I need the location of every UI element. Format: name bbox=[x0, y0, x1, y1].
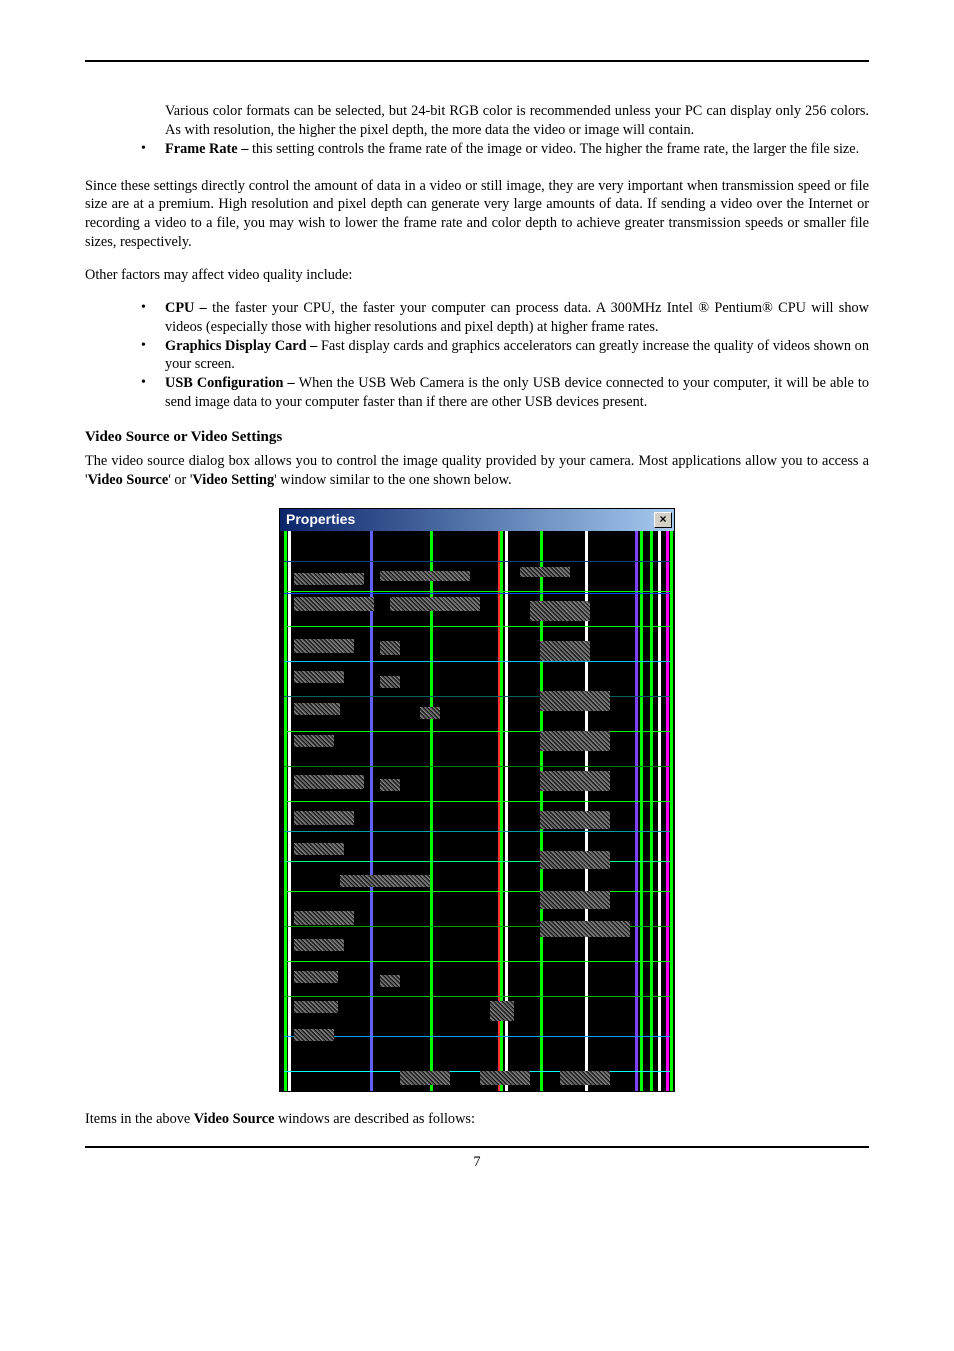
bullet-frame-rate: Frame Rate – this setting controls the f… bbox=[141, 140, 869, 159]
glitch-horizontal-line bbox=[284, 626, 670, 627]
glitch-noise-block bbox=[540, 641, 590, 661]
glitch-noise-block bbox=[294, 775, 364, 789]
glitch-horizontal-line bbox=[284, 766, 670, 767]
glitch-noise-block bbox=[540, 921, 630, 937]
glitch-noise-block bbox=[490, 1001, 514, 1021]
vs-text-b: Video Source bbox=[88, 472, 169, 488]
pixel-depth-continuation: Various color formats can be selected, b… bbox=[85, 102, 869, 140]
glitch-horizontal-line bbox=[284, 801, 670, 802]
glitch-noise-block bbox=[294, 939, 344, 951]
glitch-horizontal-line bbox=[284, 996, 670, 997]
glitch-noise-block bbox=[540, 731, 610, 751]
glitch-horizontal-line bbox=[284, 961, 670, 962]
bullet-cpu: CPU – the faster your CPU, the faster yo… bbox=[141, 299, 869, 337]
glitch-vertical-line bbox=[658, 531, 661, 1091]
glitch-noise-block bbox=[340, 875, 430, 887]
glitch-horizontal-line bbox=[284, 1036, 670, 1037]
glitch-noise-block bbox=[400, 1071, 450, 1085]
properties-dialog: Properties × bbox=[279, 508, 675, 1092]
glitch-vertical-line bbox=[666, 531, 669, 1091]
glitch-horizontal-line bbox=[284, 593, 670, 594]
other-factors-paragraph: Other factors may affect video quality i… bbox=[85, 266, 869, 285]
items-text-b: Video Source bbox=[194, 1111, 275, 1127]
items-text-c: windows are described as follows: bbox=[274, 1111, 475, 1127]
close-icon[interactable]: × bbox=[654, 512, 672, 528]
glitch-noise-block bbox=[380, 676, 400, 688]
dialog-body bbox=[280, 531, 674, 1091]
page-number: 7 bbox=[85, 1154, 869, 1201]
glitch-vertical-line bbox=[640, 531, 643, 1091]
bullet-usb: USB Configuration – When the USB Web Cam… bbox=[141, 374, 869, 412]
glitch-horizontal-line bbox=[284, 661, 670, 662]
glitch-noise-block bbox=[294, 735, 334, 747]
items-paragraph: Items in the above Video Source windows … bbox=[85, 1110, 869, 1129]
glitch-horizontal-line bbox=[284, 731, 670, 732]
glitch-noise-block bbox=[540, 811, 610, 829]
dialog-titlebar[interactable]: Properties × bbox=[280, 509, 674, 531]
vs-text-d: Video Setting bbox=[192, 472, 274, 488]
glitch-vertical-line bbox=[430, 531, 433, 1091]
glitch-horizontal-line bbox=[284, 891, 670, 892]
video-source-heading: Video Source or Video Settings bbox=[85, 428, 869, 448]
glitch-noise-block bbox=[560, 1071, 610, 1085]
items-text-a: Items in the above bbox=[85, 1111, 194, 1127]
frame-rate-label: Frame Rate – bbox=[165, 141, 252, 157]
glitch-noise-block bbox=[294, 811, 354, 825]
glitch-noise-block bbox=[294, 671, 344, 683]
glitch-noise-block bbox=[540, 771, 610, 791]
graphics-label: Graphics Display Card – bbox=[165, 338, 321, 354]
vs-text-e: ' window similar to the one shown below. bbox=[274, 472, 512, 488]
glitch-noise-block bbox=[540, 851, 610, 869]
glitch-horizontal-line bbox=[284, 591, 670, 592]
glitch-noise-block bbox=[420, 707, 440, 719]
glitch-horizontal-line bbox=[284, 831, 670, 832]
bottom-rule bbox=[85, 1146, 869, 1148]
glitch-noise-block bbox=[520, 567, 570, 577]
frame-rate-text: this setting controls the frame rate of … bbox=[252, 141, 859, 157]
glitch-noise-block bbox=[294, 703, 340, 715]
cpu-label: CPU – bbox=[165, 300, 212, 316]
glitch-noise-block bbox=[294, 843, 344, 855]
glitch-horizontal-line bbox=[284, 696, 670, 697]
glitch-noise-block bbox=[380, 571, 470, 581]
glitch-vertical-line bbox=[288, 531, 291, 1091]
vs-text-c: ' or ' bbox=[168, 472, 192, 488]
glitch-noise-block bbox=[294, 573, 364, 585]
glitch-noise-block bbox=[294, 1001, 338, 1013]
glitch-noise-block bbox=[294, 597, 374, 611]
glitch-noise-block bbox=[380, 975, 400, 987]
glitch-noise-block bbox=[294, 971, 338, 983]
top-rule bbox=[85, 60, 869, 62]
glitch-horizontal-line bbox=[284, 1071, 670, 1072]
glitch-noise-block bbox=[390, 597, 480, 611]
glitch-vertical-line bbox=[650, 531, 653, 1091]
glitch-noise-block bbox=[540, 891, 610, 909]
settings-paragraph: Since these settings directly control th… bbox=[85, 177, 869, 252]
glitch-noise-block bbox=[294, 639, 354, 653]
video-source-paragraph: The video source dialog box allows you t… bbox=[85, 452, 869, 490]
glitch-horizontal-line bbox=[284, 561, 670, 562]
glitch-noise-block bbox=[530, 601, 590, 621]
glitch-noise-block bbox=[480, 1071, 530, 1085]
cpu-text: the faster your CPU, the faster your com… bbox=[165, 300, 869, 335]
glitch-noise-block bbox=[380, 779, 400, 791]
bullet-graphics: Graphics Display Card – Fast display car… bbox=[141, 337, 869, 375]
usb-label: USB Configuration – bbox=[165, 375, 299, 391]
glitch-vertical-line bbox=[370, 531, 373, 1091]
glitch-noise-block bbox=[540, 691, 610, 711]
glitch-noise-block bbox=[294, 1029, 334, 1041]
glitch-horizontal-line bbox=[284, 861, 670, 862]
glitch-vertical-line bbox=[284, 531, 287, 1091]
dialog-title: Properties bbox=[286, 510, 355, 528]
glitch-noise-block bbox=[380, 641, 400, 655]
glitch-noise-block bbox=[294, 911, 354, 925]
glitch-vertical-line bbox=[670, 531, 673, 1091]
glitch-vertical-line bbox=[635, 531, 638, 1091]
